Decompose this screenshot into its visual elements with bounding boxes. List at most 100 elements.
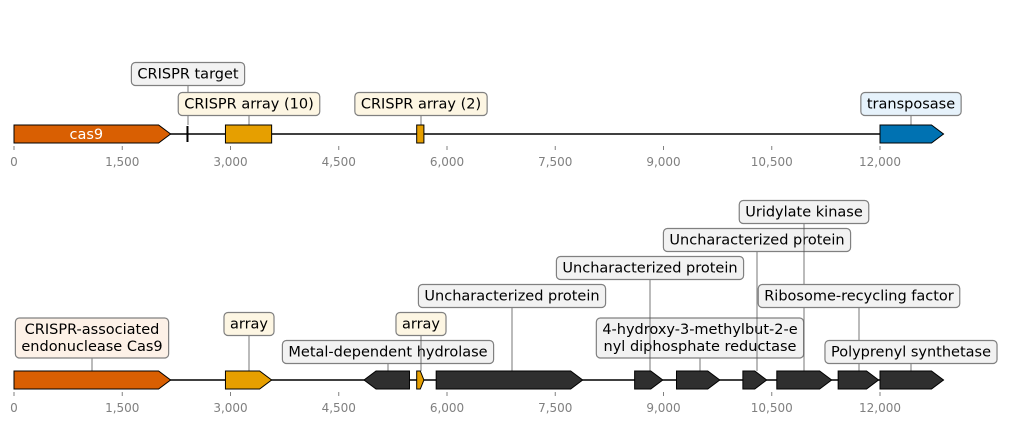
feature-label-uncharacterized-protein-2: Uncharacterized protein [555, 255, 745, 371]
feature-crispr-associated-endonuclease-cas9[interactable] [13, 370, 172, 390]
label-box [130, 61, 246, 87]
feature-ribosome-recycling-factor[interactable] [837, 370, 880, 390]
feature-label-array: array [223, 311, 275, 371]
axis-tick-label: 7,500 [538, 401, 572, 415]
label-text: Uncharacterized protein [424, 289, 599, 305]
feature-shape[interactable] [416, 370, 425, 390]
axis-tick-label: 4,500 [322, 401, 356, 415]
feature-shape[interactable] [13, 370, 172, 390]
axis-tick-label: 0 [10, 401, 18, 415]
label-text: endonuclease Cas9 [21, 339, 162, 355]
feature-label-crispr-array-2: CRISPR array (2) [354, 91, 488, 125]
feature-crispr-array-10[interactable] [224, 124, 273, 144]
axis-tick-label: 10,500 [751, 401, 793, 415]
feature-label-uridylate-kinase: Uridylate kinase [738, 199, 870, 371]
feature-shape[interactable] [224, 124, 273, 144]
label-box [281, 339, 495, 365]
label-text: 4-hydroxy-3-methylbut-2-e [602, 322, 797, 338]
axis-tick-label: 10,500 [751, 155, 793, 169]
label-text: Uridylate kinase [745, 205, 863, 221]
feature-shape[interactable] [13, 124, 172, 144]
label-text: nyl diphosphate reductase [604, 339, 797, 355]
label-text: array [402, 317, 440, 333]
label-text: Uncharacterized protein [669, 233, 844, 249]
feature-uncharacterized-protein-3[interactable] [742, 370, 768, 390]
feature-label-crispr-array-10: CRISPR array (10) [177, 91, 321, 125]
axis-tick-label: 4,500 [322, 155, 356, 169]
label-text: CRISPR array (10) [184, 97, 314, 113]
label-text: CRISPR-associated [25, 322, 160, 338]
label-text: CRISPR array (2) [361, 97, 481, 113]
feature-label-crispr-target: CRISPR target [130, 61, 246, 125]
label-box [14, 317, 170, 359]
label-box [555, 255, 745, 281]
axis-tick-label: 9,000 [646, 401, 680, 415]
feature-shape[interactable] [224, 370, 273, 390]
label-text: Ribosome-recycling factor [764, 289, 954, 305]
feature-array-2[interactable] [416, 370, 425, 390]
label-box [738, 199, 870, 225]
feature-shape[interactable] [675, 370, 721, 390]
label-text: Uncharacterized protein [562, 261, 737, 277]
label-text: array [230, 317, 268, 333]
label-box [824, 339, 998, 365]
feature-inner-label: cas9 [69, 127, 103, 143]
label-text: Metal-dependent hydrolase [288, 345, 487, 361]
feature-shape[interactable] [879, 370, 945, 390]
feature-label-uncharacterized-protein-1: Uncharacterized protein [417, 283, 607, 371]
axis-tick-label: 3,000 [213, 401, 247, 415]
track-bottom: 0 1,500 3,000 4,500 6,000 7,500 9,000 10,500 12,… [10, 199, 998, 415]
feature-cas9[interactable]: cas9 [13, 124, 172, 144]
axis-tick-label: 6,000 [430, 401, 464, 415]
label-box [860, 91, 962, 117]
feature-uncharacterized-protein-1[interactable] [435, 370, 584, 390]
axis-top: 0 1,500 3,000 4,500 6,000 7,500 9,000 10,500 12,… [10, 146, 901, 169]
feature-label-4-hydroxy-3-methylbut-2-enyl-diphosphate-reductase: 4-hydroxy-3-methylbut-2-enyl diphosphate… [595, 317, 805, 371]
feature-shape[interactable] [416, 124, 425, 144]
feature-shape[interactable] [837, 370, 880, 390]
axis-bottom: 0 1,500 3,000 4,500 6,000 7,500 9,000 10,500 12,… [10, 392, 901, 415]
feature-uncharacterized-protein-2[interactable] [675, 370, 721, 390]
feature-label-polyprenyl-synthetase: Polyprenyl synthetase [824, 339, 998, 371]
label-box [177, 91, 321, 117]
feature-transposase[interactable] [879, 124, 945, 144]
label-box [757, 283, 961, 309]
feature-shape[interactable] [634, 370, 664, 390]
label-box [354, 91, 488, 117]
track-top: 0 1,500 3,000 4,500 6,000 7,500 9,000 10,500 12,… [10, 61, 962, 169]
axis-tick-label: 1,500 [105, 155, 139, 169]
axis-tick-label: 6,000 [430, 155, 464, 169]
label-text: CRISPR target [137, 67, 239, 83]
feature-label-array-2: array [395, 311, 447, 371]
feature-uridylate-kinase[interactable] [776, 370, 833, 390]
label-box [417, 283, 607, 309]
axis-tick-label: 3,000 [213, 155, 247, 169]
feature-array[interactable] [224, 370, 273, 390]
feature-crispr-array-2[interactable] [416, 124, 425, 144]
axis-tick-label: 9,000 [646, 155, 680, 169]
feature-crispr-target[interactable] [186, 126, 189, 142]
label-box [395, 311, 447, 337]
label-text: Polyprenyl synthetase [831, 345, 991, 361]
feature-label-ribosome-recycling-factor: Ribosome-recycling factor [757, 283, 961, 371]
feature-shape[interactable] [186, 126, 189, 142]
feature-label-metal-dependent-hydrolase: Metal-dependent hydrolase [281, 339, 495, 371]
feature-4-hydroxy-3-methylbut-2-enyl-diphosphate-reductase[interactable] [634, 370, 664, 390]
feature-label-transposase: transposase [860, 91, 962, 125]
label-text: transposase [867, 97, 955, 113]
axis-tick-label: 0 [10, 155, 18, 169]
feature-metal-dependent-hydrolase[interactable] [363, 370, 410, 390]
feature-polyprenyl-synthetase[interactable] [879, 370, 945, 390]
axis-tick-label: 12,000 [859, 155, 901, 169]
feature-shape[interactable] [363, 370, 410, 390]
feature-shape[interactable] [435, 370, 584, 390]
feature-shape[interactable] [742, 370, 768, 390]
axis-tick-label: 7,500 [538, 155, 572, 169]
feature-shape[interactable] [776, 370, 833, 390]
feature-shape[interactable] [879, 124, 945, 144]
axis-tick-label: 1,500 [105, 401, 139, 415]
axis-tick-label: 12,000 [859, 401, 901, 415]
label-box [223, 311, 275, 337]
